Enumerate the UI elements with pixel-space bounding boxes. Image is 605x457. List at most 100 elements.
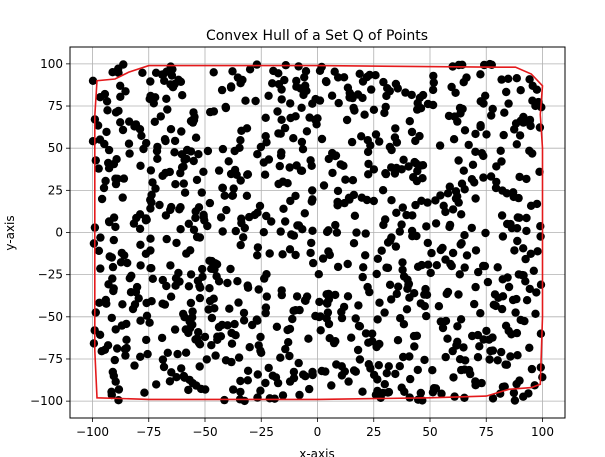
- scatter-point: [353, 345, 363, 355]
- scatter-point: [339, 73, 349, 82]
- scatter-point: [253, 243, 263, 252]
- scatter-point: [405, 117, 414, 126]
- scatter-point: [259, 228, 268, 237]
- scatter-point: [141, 216, 151, 225]
- scatter-point: [146, 195, 155, 205]
- scatter-point: [350, 106, 359, 115]
- scatter-point: [248, 320, 257, 330]
- scatter-point: [178, 91, 187, 100]
- x-tick-label: −25: [249, 425, 274, 439]
- scatter-point: [229, 184, 238, 193]
- scatter-point: [428, 85, 438, 95]
- scatter-point: [457, 179, 467, 188]
- scatter-point: [99, 183, 109, 193]
- scatter-point: [253, 393, 262, 402]
- scatter-point: [198, 272, 207, 281]
- scatter-point: [265, 249, 274, 258]
- scatter-point: [516, 86, 525, 95]
- scatter-point: [294, 358, 303, 368]
- scatter-point: [204, 305, 213, 314]
- scatter-point: [146, 77, 155, 86]
- scatter-point: [209, 68, 218, 77]
- scatter-point: [350, 211, 360, 220]
- scatter-point: [385, 280, 395, 289]
- scatter-point: [284, 338, 293, 347]
- scatter-point: [185, 317, 194, 326]
- scatter-point: [417, 260, 426, 270]
- scatter-point: [256, 386, 265, 395]
- scatter-point: [142, 335, 151, 345]
- scatter-point: [479, 173, 488, 182]
- scatter-point: [291, 112, 300, 121]
- scatter-point: [470, 299, 479, 309]
- scatter-point: [88, 76, 98, 86]
- scatter-point: [245, 65, 255, 74]
- scatter-point: [186, 246, 195, 255]
- scatter-point: [411, 159, 421, 168]
- scatter-point: [170, 136, 180, 146]
- scatter-point: [503, 273, 512, 282]
- scatter-point: [118, 125, 128, 135]
- scatter-point: [331, 337, 340, 346]
- scatter-point: [302, 86, 311, 96]
- scatter-point: [514, 270, 523, 279]
- scatter-point: [442, 289, 451, 299]
- scatter-point: [135, 224, 145, 233]
- scatter-point: [513, 236, 522, 246]
- scatter-point: [91, 156, 101, 165]
- scatter-point: [459, 343, 468, 352]
- scatter-point: [398, 203, 407, 212]
- scatter-point: [513, 351, 522, 360]
- scatter-point: [436, 317, 445, 326]
- scatter-point: [260, 170, 270, 179]
- scatter-point: [496, 146, 505, 155]
- scatter-point: [261, 308, 270, 318]
- scatter-point: [191, 213, 200, 223]
- scatter-point: [497, 304, 507, 314]
- scatter-point: [158, 275, 167, 285]
- scatter-point: [109, 159, 119, 169]
- scatter-point: [278, 250, 287, 259]
- scatter-point: [531, 101, 540, 111]
- scatter-point: [493, 356, 502, 365]
- scatter-point: [121, 87, 130, 96]
- scatter-point: [291, 250, 300, 260]
- scatter-point: [522, 226, 531, 236]
- scatter-point: [176, 168, 185, 178]
- y-tick-label: 75: [48, 99, 63, 113]
- scatter-point: [194, 203, 204, 212]
- scatter-point: [525, 115, 535, 125]
- scatter-point: [308, 195, 317, 204]
- scatter-point: [420, 302, 429, 311]
- scatter-point: [391, 242, 401, 251]
- scatter-point: [146, 166, 156, 175]
- scatter-point: [297, 166, 307, 175]
- scatter-point: [510, 396, 520, 405]
- y-axis-label: y-axis: [3, 215, 17, 250]
- scatter-point: [298, 145, 308, 154]
- scatter-point: [289, 134, 298, 143]
- scatter-point: [381, 169, 391, 179]
- scatter-point: [96, 233, 105, 242]
- scatter-point: [395, 227, 404, 236]
- scatter-point: [243, 281, 252, 290]
- x-tick-label: 0: [314, 425, 322, 439]
- scatter-point: [406, 374, 415, 384]
- scatter-point: [253, 150, 262, 159]
- scatter-point: [88, 137, 98, 146]
- scatter-point: [400, 387, 409, 396]
- scatter-point: [333, 73, 343, 82]
- scatter-point: [331, 220, 340, 230]
- scatter-point: [383, 238, 393, 247]
- scatter-point: [423, 238, 432, 248]
- scatter-point: [482, 130, 491, 139]
- scatter-point: [140, 388, 149, 397]
- scatter-point: [471, 194, 480, 203]
- scatter-point: [261, 378, 270, 388]
- scatter-point: [512, 140, 521, 149]
- scatter-point: [285, 163, 294, 172]
- scatter-point: [285, 245, 295, 254]
- scatter-point: [136, 316, 145, 325]
- scatter-point: [130, 361, 139, 370]
- scatter-point: [404, 162, 413, 171]
